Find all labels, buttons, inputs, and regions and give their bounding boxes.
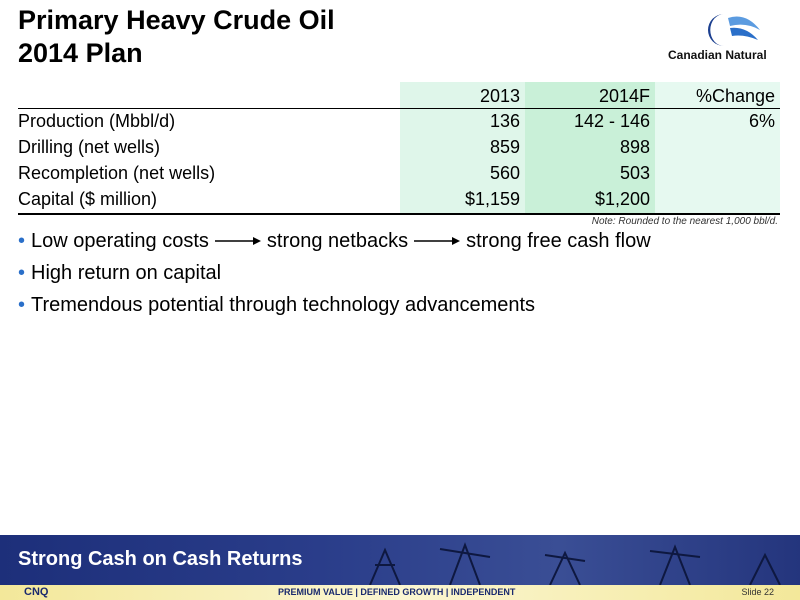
row-label: Capital ($ million) <box>18 189 158 209</box>
bullet-dot: • <box>18 294 26 316</box>
column-header: %Change <box>695 86 775 106</box>
table-cell: $1,159 <box>464 189 520 209</box>
bullet: • Low operating costs strong netbacks stron… <box>18 230 651 253</box>
bullet-dot: • <box>18 230 26 252</box>
ticker: CNQ <box>24 586 49 598</box>
table-cell: 503 <box>619 163 650 183</box>
banner <box>0 535 800 585</box>
column-header: 2014F <box>598 86 650 106</box>
footer-strip <box>0 585 800 600</box>
table-cell: $1,200 <box>594 189 650 209</box>
bullet-text: Tremendous potential through technology … <box>31 294 536 316</box>
table-cell: 6% <box>748 111 775 131</box>
banner-text: Strong Cash on Cash Returns <box>18 548 303 570</box>
bullet: • Tremendous potential through technology… <box>18 294 535 317</box>
arrow <box>414 237 461 245</box>
col-bg <box>655 82 780 214</box>
banner-silhouette <box>369 542 781 585</box>
table-cell: 859 <box>489 137 520 157</box>
tagline: PREMIUM VALUE | DEFINED GROWTH | INDEPEN… <box>278 587 516 597</box>
column-header: 2013 <box>479 86 520 106</box>
bullet-dot: • <box>18 262 26 284</box>
table-cell: 136 <box>489 111 520 131</box>
row-label: Production (Mbbl/d) <box>18 111 176 131</box>
col-bg <box>400 82 525 214</box>
rule <box>18 108 780 109</box>
table-cell: 560 <box>489 163 520 183</box>
slide-title: Primary Heavy Crude Oil 2014 Plan <box>18 4 335 70</box>
logo-mark <box>708 14 760 46</box>
slide-number: Slide 22 <box>741 587 774 597</box>
row-label: Drilling (net wells) <box>18 137 161 157</box>
table-note: Note: Rounded to the nearest 1,000 bbl/d… <box>591 216 778 227</box>
arrow <box>214 237 261 245</box>
table-cell: 898 <box>619 137 650 157</box>
logo-text: Canadian Natural <box>668 48 767 62</box>
bullet-text: strong free cash flow <box>466 230 651 252</box>
row-label: Recompletion (net wells) <box>18 163 216 183</box>
bullet-text: High return on capital <box>31 262 222 284</box>
table-cell: 142 - 146 <box>573 111 650 131</box>
rule <box>18 213 780 215</box>
bullet: • High return on capital <box>18 262 221 285</box>
col-bg <box>525 82 655 214</box>
title-line: 2014 Plan <box>18 38 143 68</box>
bullet-text: strong netbacks <box>266 230 409 252</box>
bullet-text: Low operating costs <box>31 230 209 252</box>
title-line: Primary Heavy Crude Oil <box>18 5 335 35</box>
